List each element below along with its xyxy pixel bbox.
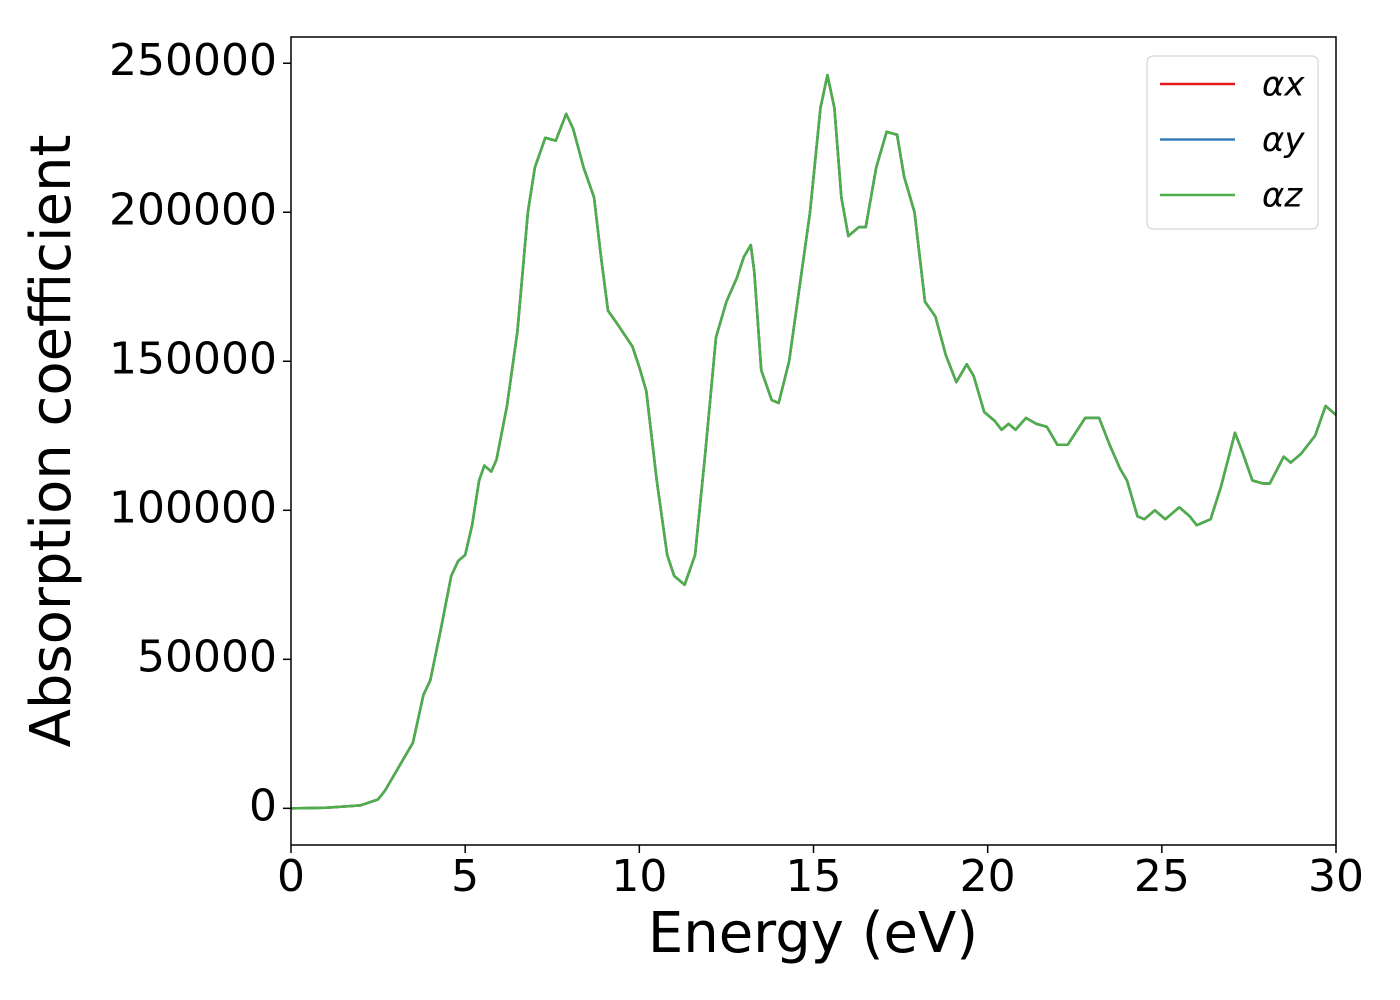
legend-box	[1146, 55, 1319, 230]
x-tick-label: 10	[611, 851, 667, 902]
y-axis-label: Absorption coefficient	[19, 135, 84, 748]
y-tick-label: 250000	[109, 35, 277, 86]
y-tick-label: 200000	[109, 184, 277, 235]
x-tick-label: 20	[960, 851, 1016, 902]
x-tick-label: 0	[277, 851, 305, 902]
plot-frame	[290, 36, 1337, 846]
x-tick-label: 5	[451, 851, 479, 902]
y-tick-label: 0	[249, 780, 277, 831]
y-tick-label: 50000	[137, 631, 277, 682]
x-tick-label: 15	[786, 851, 842, 902]
x-tick-label: 30	[1308, 851, 1364, 902]
legend-label: αy	[1262, 120, 1305, 160]
y-tick-label: 100000	[109, 482, 277, 533]
x-tick-label: 25	[1134, 851, 1190, 902]
x-axis-label: Energy (eV)	[648, 901, 978, 966]
legend-label: αx	[1262, 65, 1305, 105]
legend-label: αz	[1262, 176, 1303, 216]
y-tick-label: 150000	[109, 333, 277, 384]
data-line	[290, 73, 1337, 810]
